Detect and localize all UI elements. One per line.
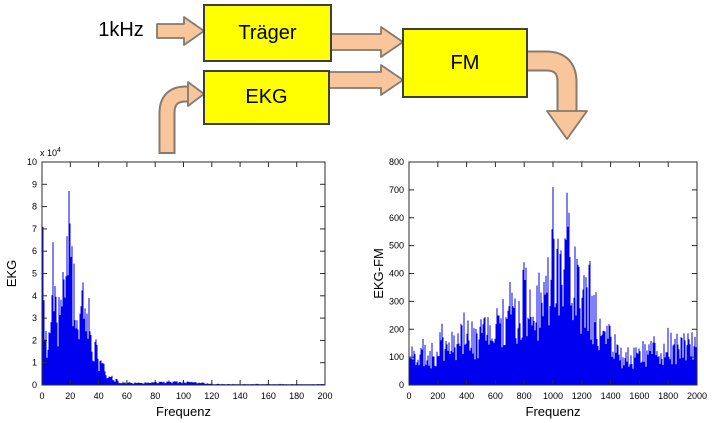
- x-tick-label: 400: [459, 391, 474, 401]
- y-tick-label: 0: [399, 380, 404, 390]
- curved-arrow-into-ekg-icon: [158, 81, 205, 154]
- x-tick-label: 0: [406, 391, 411, 401]
- x-tick-label: 1400: [601, 391, 621, 401]
- x-tick-label: 1200: [572, 391, 592, 401]
- y-tick-label: 3: [32, 313, 37, 323]
- y-axis-label: EKG-FM: [371, 248, 386, 299]
- x-tick-label: 600: [488, 391, 503, 401]
- y-tick-label: 1: [32, 358, 37, 368]
- y-tick-label: 2: [32, 335, 37, 345]
- chart-ekg-spectrum: 0 20 40 60 80 100 120 140 160 180 200 0 1 2 3 4 5 6 7 8 9 10x…: [4, 147, 333, 419]
- x-tick-label: 1800: [658, 391, 678, 401]
- y-tick-label: 8: [32, 202, 37, 212]
- block-ekg: EKG: [203, 70, 330, 125]
- spectrum-series: [41, 191, 326, 385]
- x-tick-label: 200: [317, 391, 332, 401]
- spectrum-series: [408, 187, 698, 385]
- x-tick-label: 2000: [687, 391, 707, 401]
- x-tick-label: 160: [261, 391, 276, 401]
- block-fm-label: FM: [450, 51, 480, 74]
- y-axis-exponent-label: x 104: [40, 147, 61, 158]
- block-diagram: [156, 16, 588, 154]
- x-tick-label: 140: [233, 391, 248, 401]
- y-tick-label: 4: [32, 291, 37, 301]
- x-tick-label: 120: [204, 391, 219, 401]
- block-ekg-label: EKG: [245, 86, 288, 108]
- x-tick-label: 1000: [543, 391, 563, 401]
- y-tick-label: 500: [389, 241, 404, 251]
- arrow-ekg-to-fm-icon: [328, 64, 404, 96]
- x-tick-label: 80: [150, 391, 160, 401]
- y-tick-label: 200: [389, 324, 404, 334]
- y-tick-label: 10: [27, 157, 37, 167]
- y-tick-label: 0: [32, 380, 37, 390]
- y-tick-label: 600: [389, 213, 404, 223]
- x-tick-label: 200: [430, 391, 445, 401]
- block-traeger: Träger: [203, 4, 332, 62]
- y-tick-label: 6: [32, 246, 37, 256]
- y-tick-label: 7: [32, 224, 37, 234]
- y-tick-label: 9: [32, 179, 37, 189]
- x-axis-label: Frequenz: [156, 404, 211, 419]
- y-tick-label: 5: [32, 269, 37, 279]
- y-tick-label: 400: [389, 269, 404, 279]
- arrow-1khz-to-traeger-icon: [156, 16, 205, 46]
- y-axis-label: EKG: [4, 260, 19, 287]
- chart-ekg-fm-spectrum: 0 200 400 600 800 1000 1200 1400 1600 1800 2000 0 10…: [371, 157, 707, 419]
- curved-arrow-out-of-fm-icon: [528, 50, 588, 140]
- y-tick-label: 100: [389, 352, 404, 362]
- input-signal-label: 1kHz: [98, 19, 144, 41]
- y-tick-label: 800: [389, 157, 404, 167]
- block-fm: FM: [402, 28, 528, 98]
- x-tick-label: 40: [94, 391, 104, 401]
- x-tick-label: 20: [65, 391, 75, 401]
- x-tick-label: 180: [289, 391, 304, 401]
- x-tick-label: 800: [517, 391, 532, 401]
- x-tick-label: 1600: [629, 391, 649, 401]
- x-tick-label: 0: [39, 391, 44, 401]
- x-tick-label: 100: [176, 391, 191, 401]
- y-tick-label: 300: [389, 296, 404, 306]
- y-tick-label: 700: [389, 185, 404, 195]
- x-tick-label: 60: [122, 391, 132, 401]
- block-traeger-label: Träger: [238, 21, 297, 44]
- arrow-traeger-to-fm-icon: [330, 26, 404, 58]
- x-axis-label: Frequenz: [526, 404, 581, 419]
